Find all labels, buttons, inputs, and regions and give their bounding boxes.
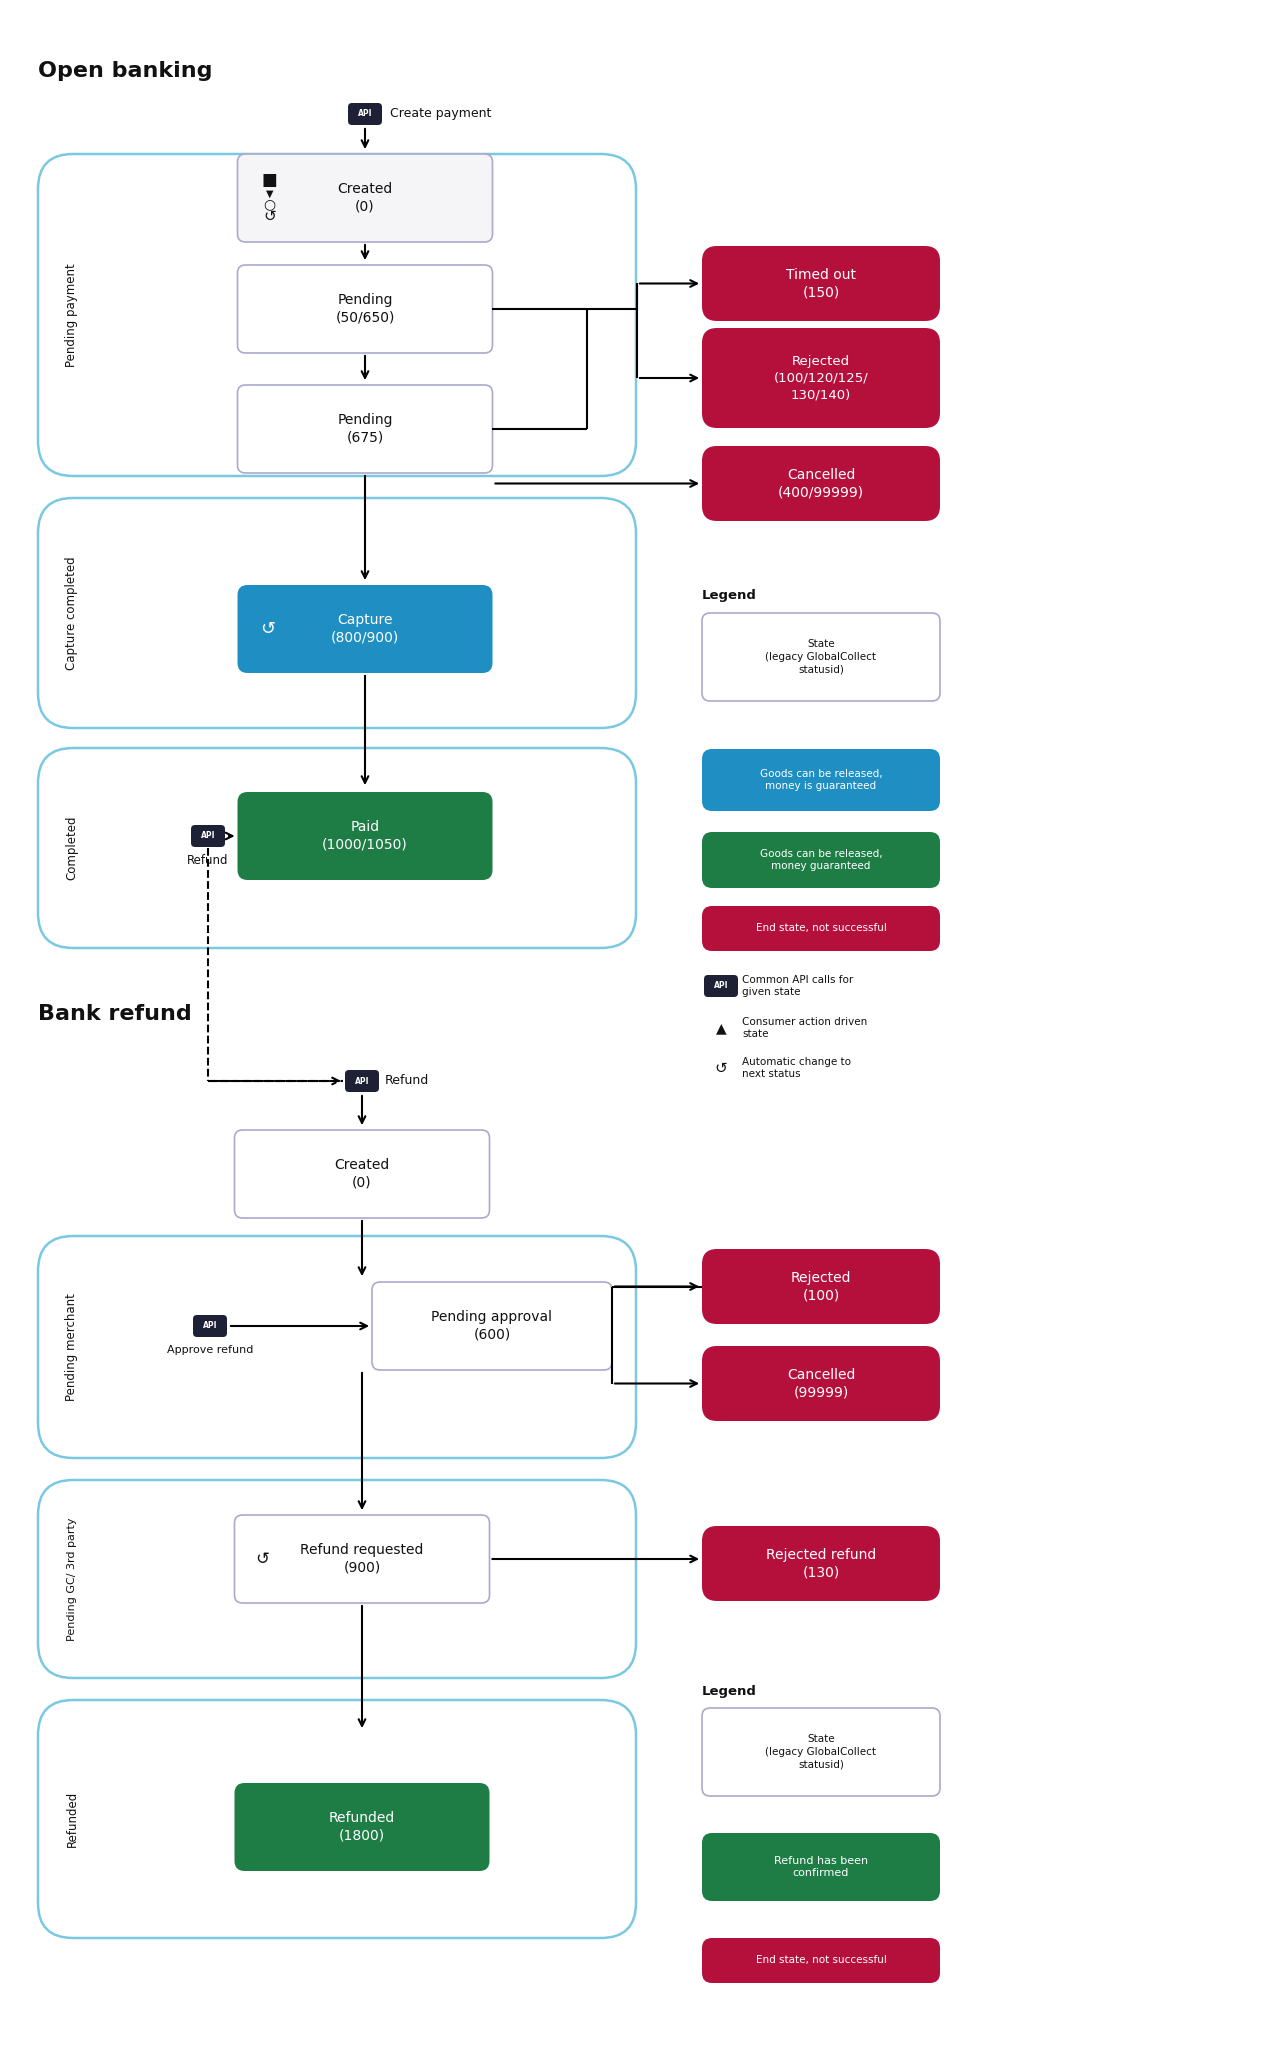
FancyBboxPatch shape [348,103,382,125]
Text: Rejected refund
(130): Rejected refund (130) [766,1548,876,1579]
Text: Paid
(1000/1050): Paid (1000/1050) [322,820,408,851]
Text: Pending GC/ 3rd party: Pending GC/ 3rd party [67,1517,77,1641]
FancyBboxPatch shape [193,1316,228,1336]
Text: Cancelled
(400/99999): Cancelled (400/99999) [777,467,865,500]
Text: Completed: Completed [66,816,78,880]
Text: ⬤: ⬤ [265,175,274,183]
Text: ▲: ▲ [715,1022,727,1034]
FancyBboxPatch shape [235,1515,489,1604]
Text: Pending merchant: Pending merchant [66,1293,78,1400]
Text: Refund: Refund [386,1075,430,1088]
Text: Legend: Legend [702,590,757,602]
Text: Capture completed: Capture completed [66,557,78,670]
FancyBboxPatch shape [345,1069,379,1092]
Text: Goods can be released,
money guaranteed: Goods can be released, money guaranteed [760,849,882,872]
FancyBboxPatch shape [191,824,225,847]
Text: Capture
(800/900): Capture (800/900) [331,613,399,646]
FancyBboxPatch shape [702,1526,940,1602]
Text: Timed out
(150): Timed out (150) [786,267,856,300]
Text: Consumer action driven
state: Consumer action driven state [742,1018,867,1038]
FancyBboxPatch shape [238,586,493,672]
Text: Approve refund: Approve refund [167,1345,253,1355]
FancyBboxPatch shape [702,1939,940,1982]
Text: API: API [358,109,373,119]
Text: Pending payment: Pending payment [66,263,78,366]
Text: Create payment: Create payment [391,107,492,121]
Text: Cancelled
(99999): Cancelled (99999) [786,1367,856,1400]
Text: API: API [202,1322,217,1330]
Text: Created
(0): Created (0) [337,183,393,214]
Text: Pending
(50/650): Pending (50/650) [335,294,394,325]
Text: Created
(0): Created (0) [335,1158,389,1190]
FancyBboxPatch shape [238,384,493,473]
Text: Goods can be released,
money is guaranteed: Goods can be released, money is guarante… [760,769,882,792]
FancyBboxPatch shape [702,907,940,952]
Text: Refunded
(1800): Refunded (1800) [329,1811,396,1842]
FancyBboxPatch shape [702,247,940,321]
FancyBboxPatch shape [702,446,940,520]
Text: Pending approval
(600): Pending approval (600) [431,1310,552,1343]
FancyBboxPatch shape [704,975,738,997]
Text: Rejected
(100/120/125/
130/140): Rejected (100/120/125/ 130/140) [774,356,868,401]
FancyBboxPatch shape [702,1834,940,1902]
Text: Refund has been
confirmed: Refund has been confirmed [774,1857,868,1879]
Text: End state, not successful: End state, not successful [756,923,886,933]
FancyBboxPatch shape [372,1283,612,1369]
FancyBboxPatch shape [238,154,493,243]
Text: ○: ○ [263,197,276,212]
FancyBboxPatch shape [235,1783,489,1871]
Text: API: API [714,981,728,991]
FancyBboxPatch shape [702,613,940,701]
Text: ▼: ▼ [265,189,273,199]
Text: Open banking: Open banking [38,62,212,80]
FancyBboxPatch shape [702,1347,940,1421]
Text: Pending
(675): Pending (675) [337,413,393,444]
Text: Bank refund: Bank refund [38,1003,192,1024]
Text: ↺: ↺ [263,208,276,224]
Text: ■: ■ [262,171,277,189]
Text: Refunded: Refunded [66,1791,78,1846]
Text: Refund: Refund [187,853,229,866]
Text: ↺: ↺ [714,1061,727,1075]
Text: State
(legacy GlobalCollect
statusid): State (legacy GlobalCollect statusid) [766,639,876,674]
Text: End state, not successful: End state, not successful [756,1955,886,1966]
Text: Common API calls for
given state: Common API calls for given state [742,975,853,997]
FancyBboxPatch shape [702,833,940,888]
Text: Automatic change to
next status: Automatic change to next status [742,1057,851,1079]
Text: ↺: ↺ [260,621,276,637]
FancyBboxPatch shape [238,792,493,880]
FancyBboxPatch shape [235,1131,489,1217]
FancyBboxPatch shape [702,748,940,810]
FancyBboxPatch shape [702,329,940,428]
FancyBboxPatch shape [702,1248,940,1324]
Text: ↺: ↺ [255,1550,269,1569]
FancyBboxPatch shape [238,265,493,354]
Text: Legend: Legend [702,1684,757,1698]
Text: Rejected
(100): Rejected (100) [791,1271,851,1301]
Text: Refund requested
(900): Refund requested (900) [301,1544,423,1575]
FancyBboxPatch shape [702,1709,940,1797]
Text: API: API [355,1077,369,1086]
Text: State
(legacy GlobalCollect
statusid): State (legacy GlobalCollect statusid) [766,1733,876,1770]
Text: API: API [201,831,215,841]
